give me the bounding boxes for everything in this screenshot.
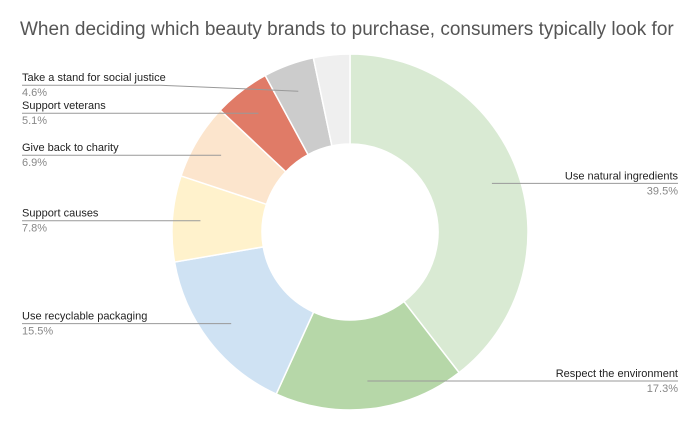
slice-value-label: 15.5% xyxy=(22,325,53,337)
slice xyxy=(312,53,351,147)
slice-value-label: 17.3% xyxy=(647,383,678,395)
chart-title: When deciding which beauty brands to pur… xyxy=(20,19,674,40)
slice-label: Use recyclable packaging xyxy=(22,310,147,322)
slice-label: Respect the environment xyxy=(556,368,678,380)
slice-label: Support veterans xyxy=(22,100,106,112)
slice-label: Take a stand for social justice xyxy=(22,72,166,84)
slice-value-label: 4.6% xyxy=(22,87,47,99)
leader-line xyxy=(22,84,299,92)
slice-value-label: 6.9% xyxy=(22,157,47,169)
slice-value-label: 39.5% xyxy=(647,185,678,197)
slice xyxy=(173,245,315,395)
slice-label: Support causes xyxy=(22,208,99,220)
slice-label: Give back to charity xyxy=(22,142,119,154)
slice-value-label: 7.8% xyxy=(22,223,47,235)
slice xyxy=(275,300,461,411)
slice xyxy=(349,53,529,374)
slice-value-label: 5.1% xyxy=(22,115,47,127)
slice-label: Use natural ingredients xyxy=(565,170,679,182)
